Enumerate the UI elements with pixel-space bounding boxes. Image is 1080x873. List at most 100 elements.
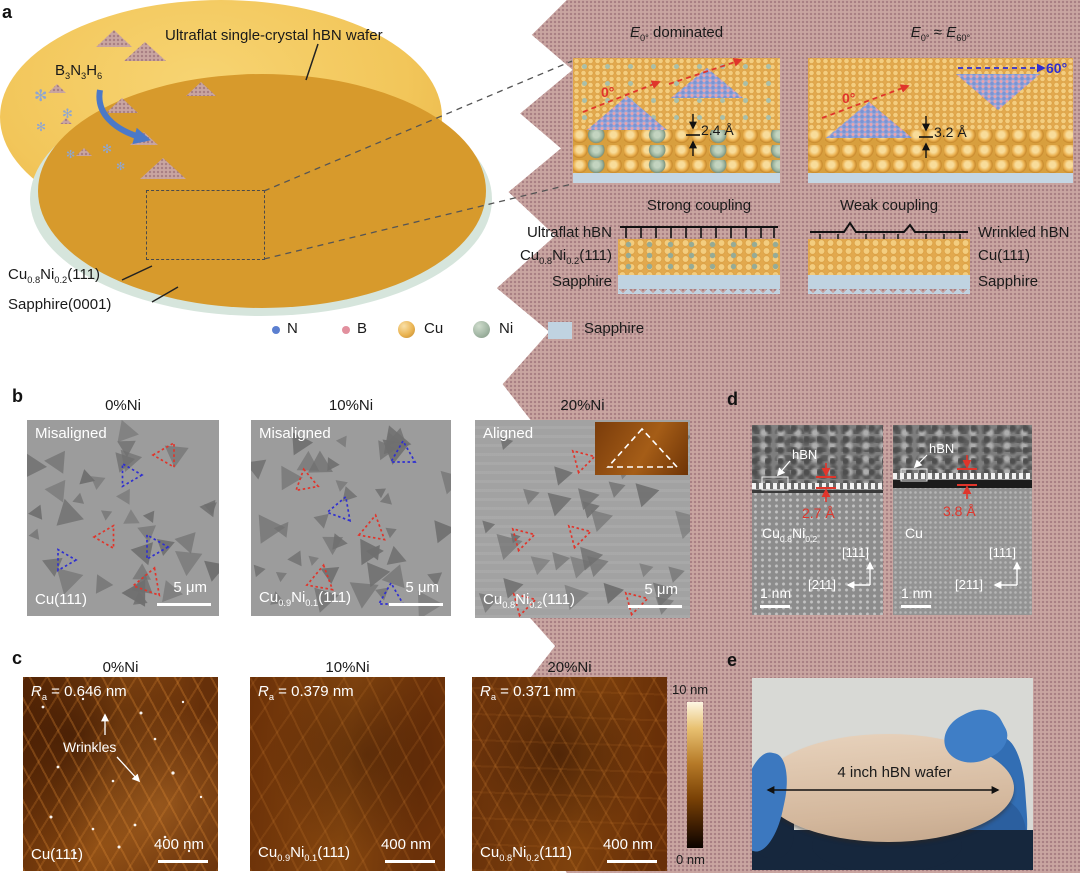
borazine-molecule-icon: ✻	[36, 120, 47, 134]
inset-strong-schematic: 0° 2.4 Å	[573, 58, 780, 183]
sapphire-swatch-icon	[548, 322, 572, 339]
alignment-label: Misaligned	[259, 425, 331, 442]
afm-speckles	[41, 697, 203, 855]
weak-coupling-title: Weak coupling	[839, 197, 939, 214]
axis-vertical-label: [111]	[989, 545, 1016, 560]
borazine-molecule-icon: ✻	[34, 88, 48, 105]
borazine-molecule-icon: ✻	[102, 142, 113, 156]
wafer-layer-label: Cu0.8Ni0.2(111)	[8, 266, 101, 285]
axis-vertical-label: [111]	[842, 545, 869, 560]
alignment-label: Aligned	[483, 425, 534, 442]
precursor-label: B3N3H6	[55, 62, 103, 81]
wafer-metal-rim	[38, 74, 486, 308]
spacing-label: 2.7 Å	[802, 505, 835, 521]
scalebar-label: 400 nm	[153, 836, 204, 853]
boron-atom-icon	[342, 326, 350, 334]
surface-label: Cu0.8Ni0.2(111)	[483, 591, 576, 610]
alignment-label: Misaligned	[35, 425, 107, 442]
panel-d-label: d	[727, 389, 738, 409]
hbn-label: hBN	[792, 447, 818, 462]
panel-b-label: b	[12, 386, 23, 406]
sapphire-slab	[808, 275, 970, 294]
afm-title-2: 20%Ni	[547, 659, 592, 676]
nitrogen-atom-icon	[272, 326, 280, 334]
sapphire-strip	[573, 173, 780, 183]
inset-strong-annotations	[582, 58, 743, 156]
borazine-molecule-icon: ✻	[66, 149, 76, 161]
scalebar-label: 1 nm	[760, 585, 792, 601]
borazine-molecule-icon: ✻	[116, 161, 126, 173]
wrinkled-hbn-label: Wrinkled hBN	[978, 224, 1070, 241]
legend-n-label: N	[287, 320, 298, 337]
diameter-arrow	[766, 786, 1000, 794]
afm-image-20pct-ni: Ra = 0.371 nm Cu0.8Ni0.2(111) 400 nm	[472, 677, 667, 871]
hbn-layer-line	[893, 473, 1032, 479]
scalebar	[157, 603, 211, 606]
panel-a-connectors	[96, 43, 573, 303]
hbn-layer-line	[752, 483, 883, 489]
sem-triangle-field	[27, 420, 219, 607]
sapphire-label-right: Sapphire	[978, 273, 1039, 290]
sapphire-slab	[618, 275, 780, 294]
axis-horizontal-label: [211]	[808, 577, 836, 592]
ultraflat-hbn-label: Ultraflat hBN	[526, 224, 612, 241]
roughness-label: Ra = 0.379 nm	[258, 683, 354, 702]
spacing-label: 3.8 Å	[943, 503, 976, 519]
interlayer-gap-label: 2.4 Å	[701, 122, 734, 138]
afm-image-0pct-ni: Ra = 0.646 nm Wrinkles Cu(111) 400 nm	[23, 677, 218, 871]
afm-title-0: 0%Ni	[102, 659, 139, 676]
axis-horizontal-label: [211]	[955, 577, 983, 592]
interface-band	[752, 490, 883, 493]
substrate-label: Cu	[905, 525, 923, 541]
wrinkles-annotation: Wrinkles	[63, 739, 117, 755]
legend-b-label: B	[357, 320, 368, 337]
zoom-region-box	[146, 190, 265, 260]
cu-slab	[808, 239, 970, 275]
surface-label: Cu(111)	[31, 846, 83, 863]
sem-title-0: 0%Ni	[105, 397, 141, 414]
nickel-atom-icon	[473, 321, 490, 338]
scalebar	[389, 603, 443, 606]
wafer-caption: 4 inch hBN wafer	[837, 764, 952, 781]
legend-sapphire-label: Sapphire	[584, 320, 645, 337]
scalebar-label: 400 nm	[380, 836, 431, 853]
sem-triangle-field	[251, 425, 451, 616]
strong-coupling-title: Strong coupling	[646, 197, 752, 214]
precursor-flow-arrow	[96, 89, 151, 145]
tem-image-cuni: hBN 2.7 Å Cu0.8Ni0.2 [111] [211] 1 nm	[752, 425, 883, 615]
surface-label: Cu0.9Ni0.1(111)	[258, 844, 351, 863]
flat-hbn-comb	[620, 226, 778, 238]
surface-label: Cu0.9Ni0.1(111)	[259, 589, 352, 608]
legend-cu-label: Cu	[424, 320, 444, 337]
scalebar	[901, 605, 931, 608]
colorbar-max-label: 10 nm	[672, 682, 709, 697]
sem-title-1: 10%Ni	[328, 397, 374, 414]
scalebar-label: 5 μm	[644, 581, 678, 598]
substrate-label: Cu0.8Ni0.2	[762, 525, 818, 544]
scalebar-label: 400 nm	[602, 836, 653, 853]
inset-dashed-triangle	[606, 427, 679, 468]
wafer-substrate-label: Sapphire(0001)	[8, 296, 112, 313]
cuni-side-atoms	[573, 130, 780, 173]
colorbar-min-label: 0 nm	[676, 852, 705, 867]
scalebar	[158, 860, 208, 863]
panel-c-label: c	[12, 648, 23, 668]
hbn-island	[60, 118, 72, 124]
cu-slab-label: Cu(111)	[978, 247, 1030, 264]
hbn-label: hBN	[929, 441, 955, 456]
inset-weak-annotations	[821, 63, 1046, 158]
angle-0-label: 0°	[842, 90, 856, 106]
panel-a-label: a	[2, 2, 13, 22]
roughness-label: Ra = 0.371 nm	[480, 683, 576, 702]
tem-annotations	[900, 454, 1021, 589]
scalebar-label: 5 μm	[173, 579, 207, 596]
afm-title-1: 10%Ni	[325, 659, 370, 676]
sem-image-10pct-ni: Misaligned Cu0.9Ni0.1(111) 5 μm	[251, 420, 451, 616]
scalebar	[385, 860, 435, 863]
afm-inset-aligned-flake	[595, 422, 688, 475]
legend-ni-label: Ni	[499, 320, 514, 337]
sapphire-strip	[808, 173, 1073, 183]
scalebar	[760, 605, 790, 608]
wafer-photo: 4 inch hBN wafer	[752, 678, 1033, 870]
